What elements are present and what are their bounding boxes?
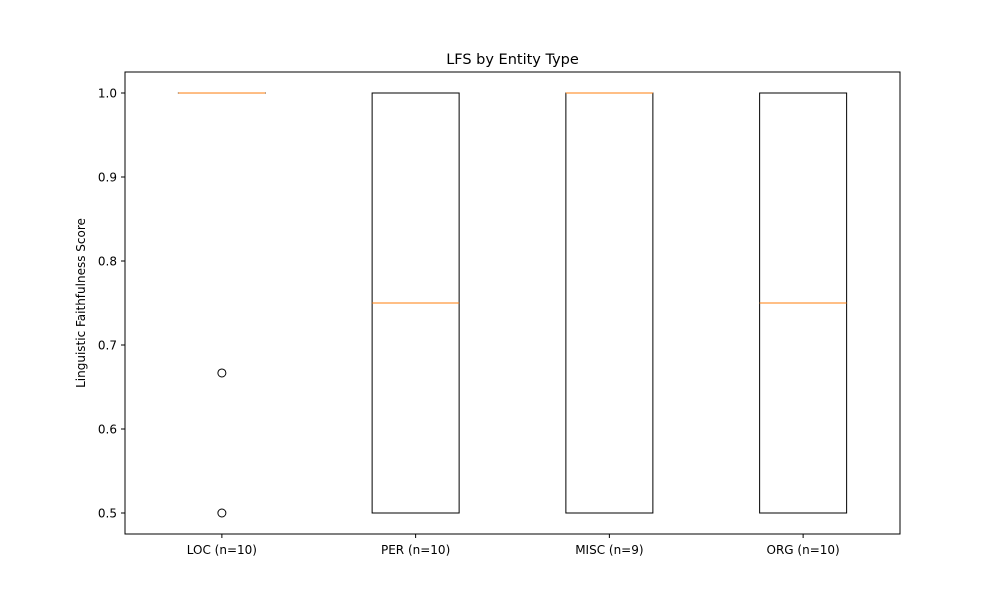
x-tick-label: MISC (n=9) (575, 543, 643, 557)
chart-title: LFS by Entity Type (446, 52, 579, 68)
y-axis-label: Linguistic Faithfulness Score (74, 218, 88, 388)
plot-frame (124, 71, 901, 535)
y-tick-label: 0.9 (98, 171, 117, 185)
chart-marks: 0.5 0.6 0.7 0.8 0.9 1.0 LOC (n=10) PER (n=10) MI… (98, 87, 848, 557)
y-tick-label: 0.7 (98, 339, 117, 353)
x-tick-label: ORG (n=10) (767, 543, 840, 557)
y-tick-label: 1.0 (98, 87, 117, 101)
y-tick-label: 0.8 (98, 255, 117, 269)
outlier-point (217, 368, 227, 378)
outlier-point (217, 508, 227, 518)
x-tick-label: PER (n=10) (381, 543, 450, 557)
y-tick-label: 0.5 (98, 507, 117, 521)
y-tick-label: 0.6 (98, 423, 117, 437)
x-tick-label: LOC (n=10) (187, 543, 257, 557)
box (565, 92, 654, 514)
